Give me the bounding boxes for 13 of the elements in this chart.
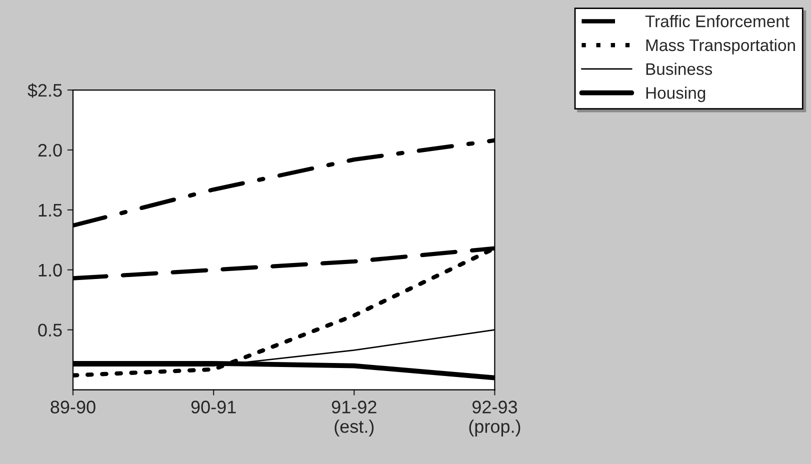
x-tick-label: 91-92 (est.) xyxy=(332,400,376,436)
x-tick-label: 92-93 (prop.) xyxy=(469,400,520,436)
legend-label: Mass Transportation xyxy=(646,38,795,54)
y-tick-label: 0.5 xyxy=(38,324,62,337)
y-tick-label: 1.0 xyxy=(38,264,62,277)
y-tick-label: 2.0 xyxy=(38,144,62,157)
y-tick-label: $2.5 xyxy=(28,83,62,98)
legend-label: Business xyxy=(646,62,712,75)
legend-label: Traffic Enforcement xyxy=(645,15,790,28)
y-tick-label: 1.5 xyxy=(38,204,62,217)
legend-label: Housing xyxy=(646,86,706,102)
x-tick-label: 90-91 xyxy=(191,400,236,414)
x-tick-label: 89-90 xyxy=(50,400,96,414)
